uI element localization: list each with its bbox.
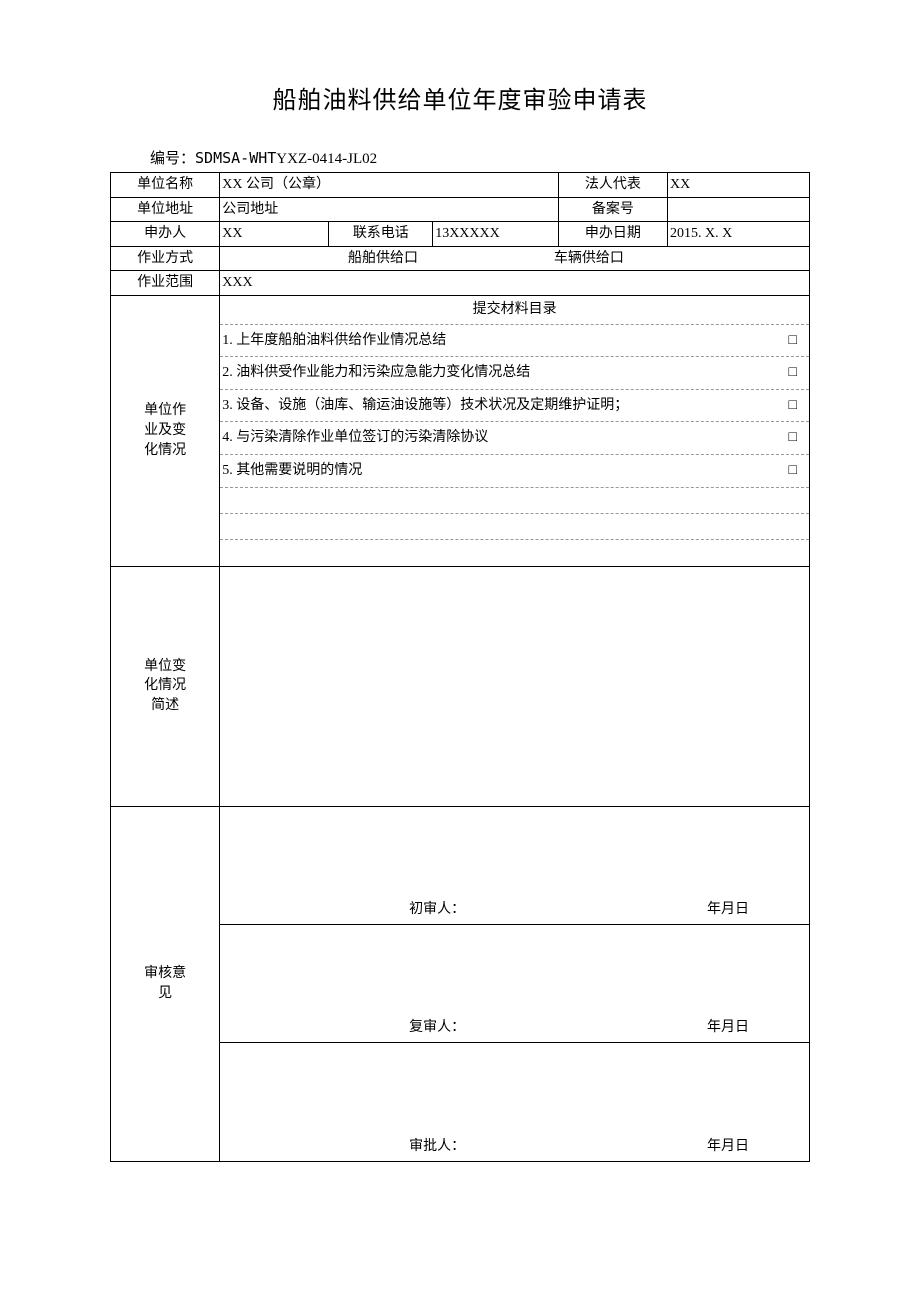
label-change-line3: 简述 — [113, 696, 217, 716]
label-review-line2: 见 — [113, 984, 217, 1004]
material-text: 3. 设备、设施（油库、输运油设施等）技术状况及定期维护证明； — [222, 396, 628, 416]
value-legal-rep: XX — [668, 173, 810, 198]
material-text: 2. 油料供受作业能力和污染应急能力变化情况总结 — [222, 363, 530, 383]
value-apply-date: 2015. X. X — [668, 222, 810, 247]
form-number-label: 编号： — [150, 151, 195, 167]
value-phone: 13XXXXX — [433, 222, 559, 247]
review-blocks: 初审人：年月日复审人：年月日审批人：年月日 — [220, 807, 809, 1161]
table-row: 单位名称 XX 公司（公章） 法人代表 XX — [111, 173, 810, 198]
label-review: 审核意 见 — [111, 806, 220, 1161]
checkbox-icon[interactable]: □ — [789, 396, 805, 416]
form-number: 编号：SDMSA-WHTYXZ-0414-JL02 — [110, 147, 810, 168]
label-record-no: 备案号 — [558, 197, 667, 222]
label-materials-line1: 单位作 — [111, 401, 219, 421]
label-change-line1: 单位变 — [113, 657, 217, 677]
value-op-scope: XXX — [220, 271, 810, 296]
material-empty-row — [220, 488, 809, 514]
label-change-line2: 化情况 — [113, 676, 217, 696]
material-item: 5. 其他需要说明的情况 □ — [220, 455, 809, 488]
review-content: 初审人：年月日复审人：年月日审批人：年月日 — [220, 806, 810, 1161]
material-item: 3. 设备、设施（油库、输运油设施等）技术状况及定期维护证明； □ — [220, 390, 809, 423]
checkbox-icon[interactable]: □ — [789, 363, 805, 383]
checkbox-icon[interactable]: □ — [789, 461, 805, 481]
label-materials-line3: 化情况 — [111, 441, 219, 461]
review-role: 初审人： — [220, 900, 485, 920]
table-row: 单位地址 公司地址 备案号 — [111, 197, 810, 222]
materials-list: 1. 上年度船舶油料供给作业情况总结□2. 油料供受作业能力和污染应急能力变化情… — [220, 325, 809, 566]
form-number-prefix: SDMSA-WHT — [195, 149, 276, 167]
value-op-mode: 船舶供给口 车辆供给口 — [220, 246, 810, 271]
label-unit-address: 单位地址 — [111, 197, 220, 222]
material-empty-row — [220, 514, 809, 540]
review-line: 复审人：年月日 — [220, 1018, 809, 1042]
label-apply-date: 申办日期 — [558, 222, 667, 247]
form-title: 船舶油料供给单位年度审验申请表 — [110, 80, 810, 115]
label-phone: 联系电话 — [329, 222, 433, 247]
label-legal-rep: 法人代表 — [558, 173, 667, 198]
label-change-summary: 单位变 化情况 简述 — [111, 566, 220, 806]
label-materials-line2: 业及变 — [111, 421, 219, 441]
label-unit-name: 单位名称 — [111, 173, 220, 198]
review-line: 初审人：年月日 — [220, 900, 809, 924]
review-role: 审批人： — [220, 1137, 485, 1157]
material-item: 4. 与污染清除作业单位签订的污染清除协议 □ — [220, 422, 809, 455]
label-materials: 单位作 业及变 化情况 — [111, 295, 220, 566]
material-text: 4. 与污染清除作业单位签订的污染清除协议 — [222, 428, 488, 448]
form-number-suffix: YXZ-0414-JL02 — [276, 151, 377, 167]
material-item: 2. 油料供受作业能力和污染应急能力变化情况总结 □ — [220, 357, 809, 390]
review-date: 年月日 — [485, 1018, 809, 1038]
op-mode-option-vehicle: 车辆供给口 — [544, 249, 807, 269]
table-row: 申办人 XX 联系电话 13XXXXX 申办日期 2015. X. X — [111, 222, 810, 247]
label-review-line1: 审核意 — [113, 964, 217, 984]
table-row-materials: 单位作 业及变 化情况 提交材料目录 1. 上年度船舶油料供给作业情况总结□2.… — [111, 295, 810, 566]
checkbox-icon[interactable]: □ — [789, 428, 805, 448]
table-row-review: 审核意 见 初审人：年月日复审人：年月日审批人：年月日 — [111, 806, 810, 1161]
review-block: 审批人：年月日 — [220, 1043, 809, 1161]
label-applicant: 申办人 — [111, 222, 220, 247]
materials-header: 提交材料目录 — [220, 296, 809, 325]
material-text: 5. 其他需要说明的情况 — [222, 461, 362, 481]
review-role: 复审人： — [220, 1018, 485, 1038]
checkbox-icon[interactable]: □ — [789, 331, 805, 351]
review-line: 审批人：年月日 — [220, 1137, 809, 1161]
review-date: 年月日 — [485, 900, 809, 920]
review-block: 复审人：年月日 — [220, 925, 809, 1043]
value-unit-address: 公司地址 — [220, 197, 559, 222]
table-row-change-summary: 单位变 化情况 简述 — [111, 566, 810, 806]
materials-content: 提交材料目录 1. 上年度船舶油料供给作业情况总结□2. 油料供受作业能力和污染… — [220, 295, 810, 566]
material-item: 1. 上年度船舶油料供给作业情况总结 □ — [220, 325, 809, 358]
label-op-scope: 作业范围 — [111, 271, 220, 296]
value-unit-name: XX 公司（公章） — [220, 173, 559, 198]
table-row: 作业范围 XXX — [111, 271, 810, 296]
value-applicant: XX — [220, 222, 329, 247]
table-row: 作业方式 船舶供给口 车辆供给口 — [111, 246, 810, 271]
value-record-no — [668, 197, 810, 222]
material-empty-row — [220, 540, 809, 566]
review-date: 年月日 — [485, 1137, 809, 1157]
application-table: 单位名称 XX 公司（公章） 法人代表 XX 单位地址 公司地址 备案号 申办人… — [110, 172, 810, 1162]
material-text: 1. 上年度船舶油料供给作业情况总结 — [222, 331, 446, 351]
label-op-mode: 作业方式 — [111, 246, 220, 271]
review-block: 初审人：年月日 — [220, 807, 809, 925]
op-mode-option-ship: 船舶供给口 — [222, 249, 544, 269]
value-change-summary — [220, 566, 810, 806]
